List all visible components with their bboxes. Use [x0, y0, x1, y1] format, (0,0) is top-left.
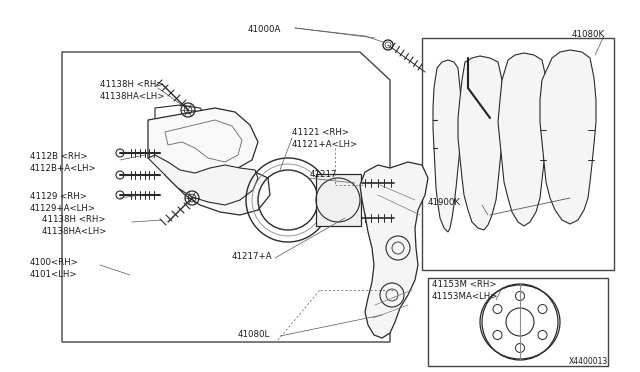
Text: 41900K: 41900K — [428, 198, 461, 207]
Text: 41217+A: 41217+A — [232, 252, 273, 261]
Polygon shape — [540, 50, 596, 224]
Text: 41080K: 41080K — [572, 30, 605, 39]
Polygon shape — [360, 162, 428, 338]
Text: 41153MA<LH>: 41153MA<LH> — [432, 292, 499, 301]
Text: 41138H <RH>: 41138H <RH> — [100, 80, 163, 89]
Text: 41217: 41217 — [310, 170, 337, 179]
Text: 41129 <RH>: 41129 <RH> — [30, 192, 87, 201]
Text: 4101<LH>: 4101<LH> — [30, 270, 77, 279]
Polygon shape — [148, 155, 258, 205]
Text: 4100<RH>: 4100<RH> — [30, 258, 79, 267]
Bar — [316, 174, 361, 226]
Text: 4112B <RH>: 4112B <RH> — [30, 152, 88, 161]
Polygon shape — [433, 60, 462, 232]
Text: 41121 <RH>: 41121 <RH> — [292, 128, 349, 137]
Text: 41000A: 41000A — [248, 25, 282, 34]
Text: 41129+A<LH>: 41129+A<LH> — [30, 204, 96, 213]
Text: 41080L: 41080L — [238, 330, 270, 339]
Polygon shape — [458, 56, 504, 230]
Text: 41138HA<LH>: 41138HA<LH> — [100, 92, 165, 101]
Text: 41121+A<LH>: 41121+A<LH> — [292, 140, 358, 149]
Bar — [428, 278, 608, 366]
Polygon shape — [498, 53, 548, 226]
Text: 41138H <RH>: 41138H <RH> — [42, 215, 106, 224]
Polygon shape — [148, 108, 270, 215]
Text: 4112B+A<LH>: 4112B+A<LH> — [30, 164, 97, 173]
Text: X4400013: X4400013 — [569, 357, 608, 366]
Text: 41138HA<LH>: 41138HA<LH> — [42, 227, 108, 236]
Text: 41153M <RH>: 41153M <RH> — [432, 280, 497, 289]
